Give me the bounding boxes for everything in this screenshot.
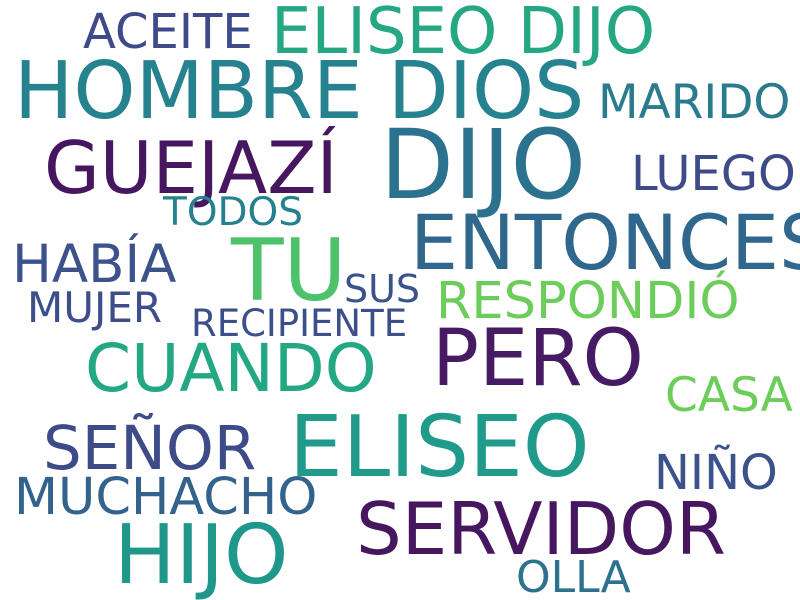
word-muchacho: MUCHACHO <box>14 468 318 527</box>
word-dijo: DIJO <box>380 109 587 221</box>
word-guejazi: GUEJAZÍ <box>44 126 338 210</box>
word-sus: SUS <box>344 267 421 311</box>
word-nino: NIÑO <box>654 445 778 501</box>
word-mujer: MUJER <box>27 283 163 332</box>
word-servidor: SERVIDOR <box>356 487 726 571</box>
word-respondio: RESPONDIÓ <box>436 272 740 331</box>
word-hijo: HIJO <box>114 508 289 600</box>
word-luego: LUEGO <box>631 146 796 202</box>
word-marido: MARIDO <box>598 75 791 130</box>
word-entonces: ENTONCES <box>410 198 800 287</box>
word-todos: TODOS <box>163 190 304 235</box>
word-hombre-dios: HOMBRE DIOS <box>14 45 585 137</box>
word-recipiente: RECIPIENTE <box>191 302 408 345</box>
word-aceite: ACEITE <box>83 4 253 60</box>
word-habia: HABÍA <box>12 234 177 295</box>
word-olla: OLLA <box>516 552 631 600</box>
word-casa: CASA <box>665 368 793 423</box>
word-senor: SEÑOR <box>43 413 257 484</box>
word-pero: PERO <box>432 314 644 404</box>
word-tu: TU <box>231 221 347 321</box>
word-eliseo-dijo: ELISEO DIJO <box>271 0 656 69</box>
word-eliseo: ELISEO <box>289 398 590 497</box>
word-cuando: CUANDO <box>85 330 377 407</box>
